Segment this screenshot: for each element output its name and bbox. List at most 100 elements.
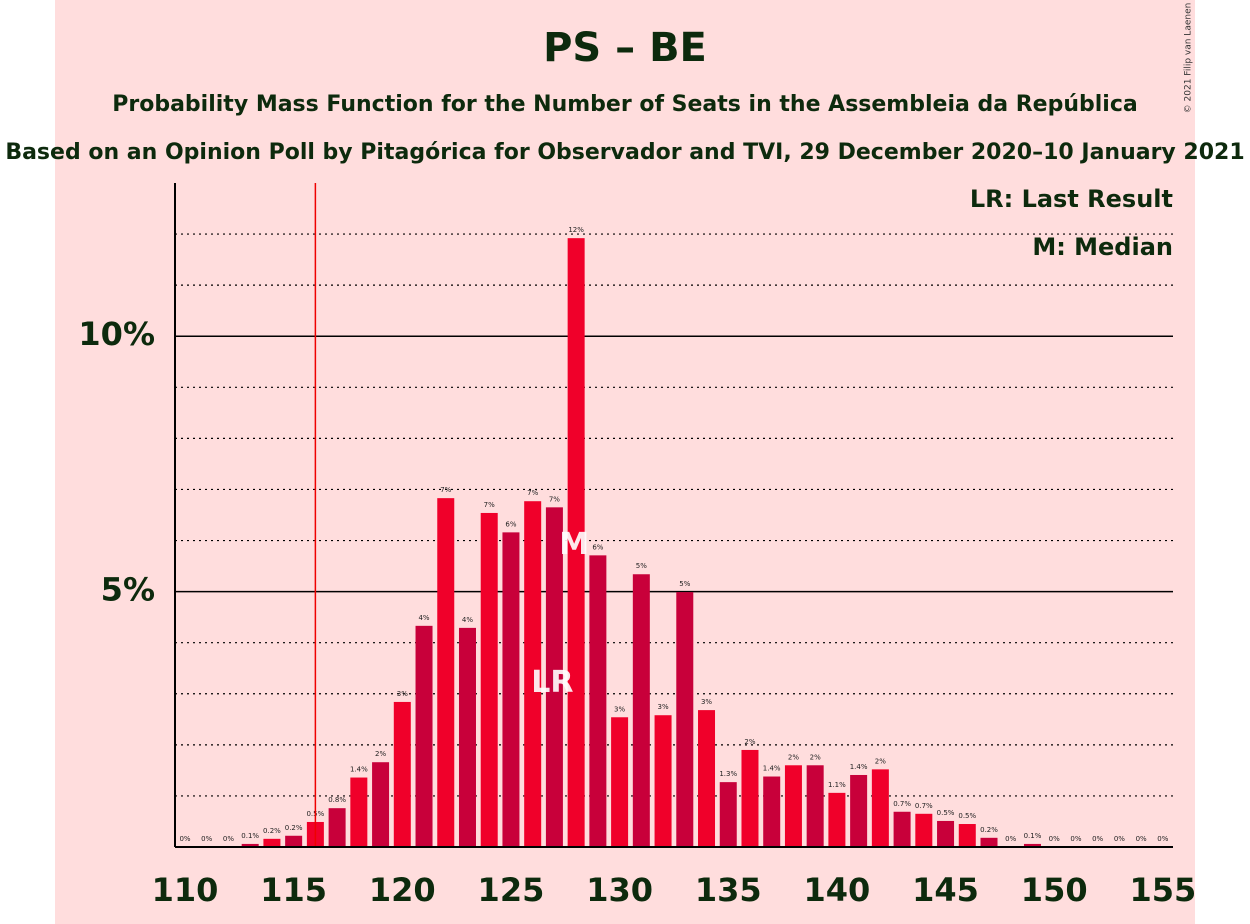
value-label: 2% xyxy=(744,738,755,746)
value-label: 0.1% xyxy=(241,832,259,840)
legend-entry: LR: Last Result xyxy=(970,185,1173,213)
value-label: 3% xyxy=(397,690,408,698)
value-label: 0.2% xyxy=(263,827,281,835)
x-tick-label: 110 xyxy=(152,871,219,909)
x-tick-label: 115 xyxy=(260,871,327,909)
bar xyxy=(241,843,259,847)
value-label: 7% xyxy=(440,486,451,494)
value-label: 1.4% xyxy=(850,763,868,771)
value-label: 4% xyxy=(418,614,429,622)
bar xyxy=(567,238,585,847)
value-label: 2% xyxy=(788,753,799,761)
x-tick-label: 140 xyxy=(804,871,871,909)
bar xyxy=(654,715,672,847)
bar xyxy=(784,765,802,847)
bar xyxy=(393,701,411,847)
value-label: 3% xyxy=(614,705,625,713)
subtitle: Probability Mass Function for the Number… xyxy=(112,92,1137,117)
bar xyxy=(915,813,933,847)
value-label: 0.7% xyxy=(893,800,911,808)
bar xyxy=(458,627,476,847)
value-label: 0% xyxy=(1157,835,1168,843)
bar xyxy=(763,776,781,847)
annotation: M xyxy=(559,527,589,562)
bar xyxy=(263,838,281,847)
value-label: 7% xyxy=(484,501,495,509)
value-label: 6% xyxy=(592,543,603,551)
bar xyxy=(958,824,976,847)
bar xyxy=(893,811,911,847)
value-label: 0.1% xyxy=(1024,832,1042,840)
bar xyxy=(980,837,998,847)
copyright: © 2021 Filip van Laenen xyxy=(1184,3,1194,114)
bar xyxy=(719,782,737,847)
value-label: 3% xyxy=(701,698,712,706)
value-label: 0.2% xyxy=(285,824,303,832)
value-label: 6% xyxy=(505,520,516,528)
value-label: 0.7% xyxy=(915,802,933,810)
value-label: 0% xyxy=(223,835,234,843)
value-label: 0% xyxy=(1005,835,1016,843)
bar xyxy=(328,808,346,847)
bar xyxy=(1023,843,1041,847)
x-tick-label: 150 xyxy=(1021,871,1088,909)
x-tick-label: 145 xyxy=(912,871,979,909)
value-label: 2% xyxy=(375,750,386,758)
value-label: 0% xyxy=(1136,835,1147,843)
bar xyxy=(480,512,498,847)
bar xyxy=(437,498,455,847)
bar xyxy=(545,507,563,847)
value-label: 7% xyxy=(527,489,538,497)
value-label: 1.3% xyxy=(719,770,737,778)
value-label: 4% xyxy=(462,616,473,624)
value-label: 2% xyxy=(875,757,886,765)
bar xyxy=(611,717,629,847)
value-label: 0.5% xyxy=(937,809,955,817)
value-label: 7% xyxy=(549,495,560,503)
value-label: 12% xyxy=(568,226,584,234)
x-tick-label: 155 xyxy=(1129,871,1196,909)
value-label: 0% xyxy=(1114,835,1125,843)
bar xyxy=(285,835,303,847)
value-label: 0.2% xyxy=(980,826,998,834)
bar xyxy=(850,774,868,847)
bar xyxy=(502,532,520,847)
bar xyxy=(589,555,607,847)
value-label: 0.8% xyxy=(328,796,346,804)
bar xyxy=(871,769,889,847)
bar xyxy=(372,762,390,847)
value-label: 0% xyxy=(1092,835,1103,843)
x-tick-label: 120 xyxy=(369,871,436,909)
value-label: 0.5% xyxy=(958,812,976,820)
value-label: 0% xyxy=(1070,835,1081,843)
value-label: 5% xyxy=(679,580,690,588)
legend-entry: M: Median xyxy=(1032,233,1173,261)
bar xyxy=(828,792,846,847)
value-label: 5% xyxy=(636,562,647,570)
value-label: 0% xyxy=(201,835,212,843)
subtitle: Based on an Opinion Poll by Pitagórica f… xyxy=(5,140,1244,165)
bar xyxy=(806,765,824,847)
x-tick-label: 125 xyxy=(478,871,545,909)
value-label: 1.4% xyxy=(350,766,368,774)
bar xyxy=(524,501,542,847)
bar xyxy=(632,574,650,847)
x-tick-label: 130 xyxy=(586,871,653,909)
bar xyxy=(350,777,368,847)
chart-title: PS – BE xyxy=(543,25,707,71)
value-label: 1.1% xyxy=(828,781,846,789)
value-label: 0% xyxy=(179,835,190,843)
value-label: 1.4% xyxy=(763,765,781,773)
y-tick-label: 5% xyxy=(101,571,155,609)
value-label: 2% xyxy=(810,753,821,761)
value-label: 0% xyxy=(1049,835,1060,843)
bar xyxy=(698,710,716,847)
value-label: 3% xyxy=(658,703,669,711)
bar xyxy=(937,820,955,847)
x-tick-label: 135 xyxy=(695,871,762,909)
bar xyxy=(676,592,694,847)
y-tick-label: 10% xyxy=(78,315,155,353)
bar xyxy=(741,749,759,847)
annotation: LR xyxy=(531,665,573,700)
